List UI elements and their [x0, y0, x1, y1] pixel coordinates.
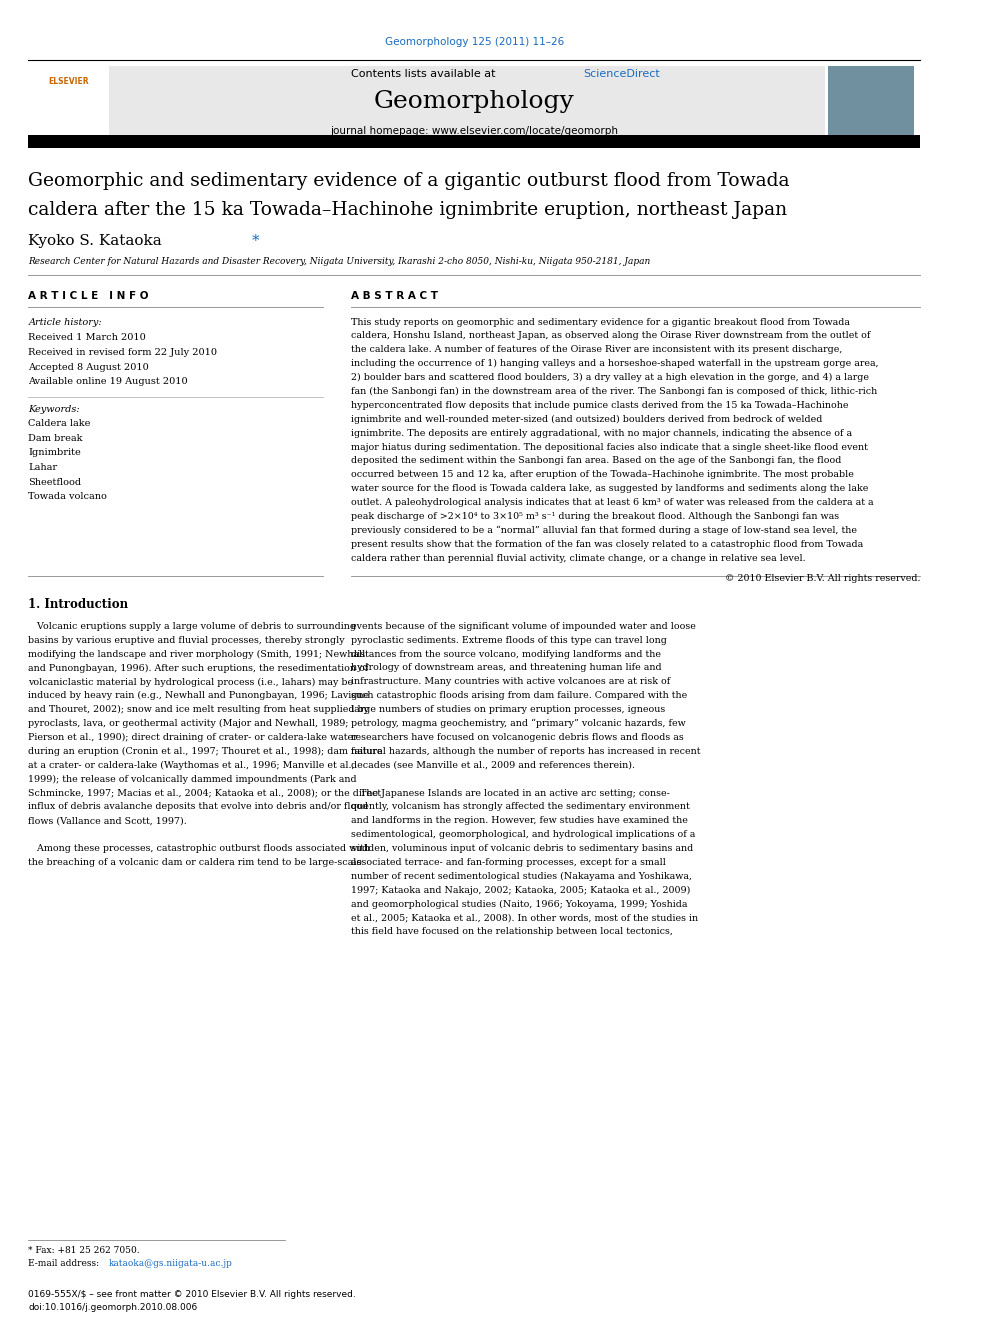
Text: sedimentological, geomorphological, and hydrological implications of a: sedimentological, geomorphological, and … — [351, 831, 695, 839]
Text: outlet. A paleohydrological analysis indicates that at least 6 km³ of water was : outlet. A paleohydrological analysis ind… — [351, 497, 874, 507]
Text: volcaniclastic material by hydrological process (i.e., lahars) may be: volcaniclastic material by hydrological … — [29, 677, 353, 687]
Text: Article history:: Article history: — [29, 318, 102, 327]
Text: water source for the flood is Towada caldera lake, as suggested by landforms and: water source for the flood is Towada cal… — [351, 484, 868, 493]
Text: 1. Introduction: 1. Introduction — [29, 598, 129, 611]
Text: and Thouret, 2002); snow and ice melt resulting from heat supplied by: and Thouret, 2002); snow and ice melt re… — [29, 705, 369, 714]
Text: occurred between 15 and 12 ka, after eruption of the Towada–Hachinohe ignimbrite: occurred between 15 and 12 ka, after eru… — [351, 470, 854, 479]
Text: Lahar: Lahar — [29, 463, 58, 472]
Text: This study reports on geomorphic and sedimentary evidence for a gigantic breakou: This study reports on geomorphic and sed… — [351, 318, 850, 327]
Text: Keywords:: Keywords: — [29, 405, 80, 414]
Text: Geomorphic and sedimentary evidence of a gigantic outburst flood from Towada: Geomorphic and sedimentary evidence of a… — [29, 172, 790, 191]
Text: peak discharge of >2×10⁴ to 3×10⁵ m³ s⁻¹ during the breakout flood. Although the: peak discharge of >2×10⁴ to 3×10⁵ m³ s⁻¹… — [351, 512, 839, 521]
FancyBboxPatch shape — [109, 66, 825, 139]
Text: sudden, voluminous input of volcanic debris to sedimentary basins and: sudden, voluminous input of volcanic deb… — [351, 844, 693, 853]
Text: Towada volcano: Towada volcano — [29, 492, 107, 501]
Text: Research Center for Natural Hazards and Disaster Recovery, Niigata University, I: Research Center for Natural Hazards and … — [29, 257, 651, 266]
Text: Among these processes, catastrophic outburst floods associated with: Among these processes, catastrophic outb… — [29, 844, 371, 853]
Text: caldera after the 15 ka Towada–Hachinohe ignimbrite eruption, northeast Japan: caldera after the 15 ka Towada–Hachinohe… — [29, 201, 788, 220]
Text: number of recent sedimentological studies (Nakayama and Yoshikawa,: number of recent sedimentological studie… — [351, 872, 692, 881]
Text: and Punongbayan, 1996). After such eruptions, the resedimentation of: and Punongbayan, 1996). After such erupt… — [29, 663, 369, 672]
Text: Sheetflood: Sheetflood — [29, 478, 81, 487]
Text: caldera, Honshu Island, northeast Japan, as observed along the Oirase River down: caldera, Honshu Island, northeast Japan,… — [351, 331, 870, 340]
Text: large numbers of studies on primary eruption processes, igneous: large numbers of studies on primary erup… — [351, 705, 666, 714]
Text: including the occurrence of 1) hanging valleys and a horseshoe-shaped waterfall : including the occurrence of 1) hanging v… — [351, 359, 879, 368]
Text: journal homepage: www.elsevier.com/locate/geomorph: journal homepage: www.elsevier.com/locat… — [330, 126, 618, 136]
Text: ignimbrite and well-rounded meter-sized (and outsized) boulders derived from bed: ignimbrite and well-rounded meter-sized … — [351, 414, 822, 423]
Text: natural hazards, although the number of reports has increased in recent: natural hazards, although the number of … — [351, 746, 700, 755]
Text: © 2010 Elsevier B.V. All rights reserved.: © 2010 Elsevier B.V. All rights reserved… — [725, 574, 921, 583]
Text: and landforms in the region. However, few studies have examined the: and landforms in the region. However, fe… — [351, 816, 687, 826]
Text: Available online 19 August 2010: Available online 19 August 2010 — [29, 377, 188, 386]
Text: Ignimbrite: Ignimbrite — [29, 448, 81, 458]
Text: 1999); the release of volcanically dammed impoundments (Park and: 1999); the release of volcanically damme… — [29, 774, 357, 783]
Text: influx of debris avalanche deposits that evolve into debris and/or flood: influx of debris avalanche deposits that… — [29, 802, 369, 811]
Text: Accepted 8 August 2010: Accepted 8 August 2010 — [29, 363, 149, 372]
Text: deposited the sediment within the Sanbongi fan area. Based on the age of the San: deposited the sediment within the Sanbon… — [351, 456, 841, 466]
Text: induced by heavy rain (e.g., Newhall and Punongbayan, 1996; Lavigne: induced by heavy rain (e.g., Newhall and… — [29, 691, 370, 700]
Text: basins by various eruptive and fluvial processes, thereby strongly: basins by various eruptive and fluvial p… — [29, 635, 345, 644]
Text: hydrology of downstream areas, and threatening human life and: hydrology of downstream areas, and threa… — [351, 663, 662, 672]
Text: Geomorphology 125 (2011) 11–26: Geomorphology 125 (2011) 11–26 — [385, 37, 564, 48]
Text: at a crater- or caldera-lake (Waythomas et al., 1996; Manville et al.,: at a crater- or caldera-lake (Waythomas … — [29, 761, 355, 770]
Text: researchers have focused on volcanogenic debris flows and floods as: researchers have focused on volcanogenic… — [351, 733, 683, 742]
Text: et al., 2005; Kataoka et al., 2008). In other words, most of the studies in: et al., 2005; Kataoka et al., 2008). In … — [351, 913, 698, 922]
Text: decades (see Manville et al., 2009 and references therein).: decades (see Manville et al., 2009 and r… — [351, 761, 635, 770]
Text: ELSEVIER: ELSEVIER — [48, 77, 88, 86]
Text: previously considered to be a “normal” alluvial fan that formed during a stage o: previously considered to be a “normal” a… — [351, 525, 857, 536]
Text: 0169-555X/$ – see front matter © 2010 Elsevier B.V. All rights reserved.: 0169-555X/$ – see front matter © 2010 El… — [29, 1290, 356, 1299]
Text: quently, volcanism has strongly affected the sedimentary environment: quently, volcanism has strongly affected… — [351, 802, 689, 811]
Text: during an eruption (Cronin et al., 1997; Thouret et al., 1998); dam failure: during an eruption (Cronin et al., 1997;… — [29, 746, 383, 755]
Text: associated terrace- and fan-forming processes, except for a small: associated terrace- and fan-forming proc… — [351, 859, 666, 867]
Text: doi:10.1016/j.geomorph.2010.08.006: doi:10.1016/j.geomorph.2010.08.006 — [29, 1303, 197, 1312]
Text: events because of the significant volume of impounded water and loose: events because of the significant volume… — [351, 622, 696, 631]
Text: Received 1 March 2010: Received 1 March 2010 — [29, 333, 146, 343]
Text: 2) boulder bars and scattered flood boulders, 3) a dry valley at a high elevatio: 2) boulder bars and scattered flood boul… — [351, 373, 869, 382]
Text: Pierson et al., 1990); direct draining of crater- or caldera-lake water: Pierson et al., 1990); direct draining o… — [29, 733, 358, 742]
Text: The Japanese Islands are located in an active arc setting; conse-: The Japanese Islands are located in an a… — [351, 789, 670, 798]
Text: this field have focused on the relationship between local tectonics,: this field have focused on the relations… — [351, 927, 673, 937]
Text: kataoka@gs.niigata-u.ac.jp: kataoka@gs.niigata-u.ac.jp — [109, 1259, 233, 1269]
Text: hyperconcentrated flow deposits that include pumice clasts derived from the 15 k: hyperconcentrated flow deposits that inc… — [351, 401, 848, 410]
Text: Contents lists available at: Contents lists available at — [351, 69, 499, 79]
Text: *: * — [251, 234, 259, 249]
FancyBboxPatch shape — [29, 66, 106, 139]
Text: Kyoko S. Kataoka: Kyoko S. Kataoka — [29, 234, 163, 249]
Text: A B S T R A C T: A B S T R A C T — [351, 291, 438, 302]
Text: flows (Vallance and Scott, 1997).: flows (Vallance and Scott, 1997). — [29, 816, 187, 826]
Text: present results show that the formation of the fan was closely related to a cata: present results show that the formation … — [351, 540, 863, 549]
Text: 1997; Kataoka and Nakajo, 2002; Kataoka, 2005; Kataoka et al., 2009): 1997; Kataoka and Nakajo, 2002; Kataoka,… — [351, 886, 690, 894]
Text: the caldera lake. A number of features of the Oirase River are inconsistent with: the caldera lake. A number of features o… — [351, 345, 842, 355]
Text: petrology, magma geochemistry, and “primary” volcanic hazards, few: petrology, magma geochemistry, and “prim… — [351, 718, 685, 729]
Text: ScienceDirect: ScienceDirect — [583, 69, 661, 79]
Text: major hiatus during sedimentation. The depositional facies also indicate that a : major hiatus during sedimentation. The d… — [351, 442, 868, 451]
Text: ignimbrite. The deposits are entirely aggradational, with no major channels, ind: ignimbrite. The deposits are entirely ag… — [351, 429, 852, 438]
Text: Caldera lake: Caldera lake — [29, 419, 91, 429]
Text: Received in revised form 22 July 2010: Received in revised form 22 July 2010 — [29, 348, 217, 357]
Text: pyroclastic sediments. Extreme floods of this type can travel long: pyroclastic sediments. Extreme floods of… — [351, 635, 667, 644]
Text: E-mail address:: E-mail address: — [29, 1259, 102, 1269]
Text: such catastrophic floods arising from dam failure. Compared with the: such catastrophic floods arising from da… — [351, 691, 687, 700]
Text: distances from the source volcano, modifying landforms and the: distances from the source volcano, modif… — [351, 650, 661, 659]
Text: caldera rather than perennial fluvial activity, climate change, or a change in r: caldera rather than perennial fluvial ac… — [351, 553, 806, 562]
Text: the breaching of a volcanic dam or caldera rim tend to be large-scale: the breaching of a volcanic dam or calde… — [29, 859, 362, 867]
Text: * Fax: +81 25 262 7050.: * Fax: +81 25 262 7050. — [29, 1246, 140, 1256]
Text: and geomorphological studies (Naito, 1966; Yokoyama, 1999; Yoshida: and geomorphological studies (Naito, 196… — [351, 900, 687, 909]
Text: pyroclasts, lava, or geothermal activity (Major and Newhall, 1989;: pyroclasts, lava, or geothermal activity… — [29, 718, 349, 728]
Text: Volcanic eruptions supply a large volume of debris to surrounding: Volcanic eruptions supply a large volume… — [29, 622, 356, 631]
Text: A R T I C L E   I N F O: A R T I C L E I N F O — [29, 291, 149, 302]
FancyBboxPatch shape — [29, 135, 921, 148]
Text: Geomorphology: Geomorphology — [374, 90, 574, 112]
Text: Schmincke, 1997; Macias et al., 2004; Kataoka et al., 2008); or the direct: Schmincke, 1997; Macias et al., 2004; Ka… — [29, 789, 382, 798]
Text: fan (the Sanbongi fan) in the downstream area of the river. The Sanbongi fan is : fan (the Sanbongi fan) in the downstream… — [351, 386, 877, 396]
Text: infrastructure. Many countries with active volcanoes are at risk of: infrastructure. Many countries with acti… — [351, 677, 671, 687]
FancyBboxPatch shape — [828, 66, 914, 139]
Text: modifying the landscape and river morphology (Smith, 1991; Newhall: modifying the landscape and river morpho… — [29, 650, 366, 659]
Text: Dam break: Dam break — [29, 434, 83, 443]
